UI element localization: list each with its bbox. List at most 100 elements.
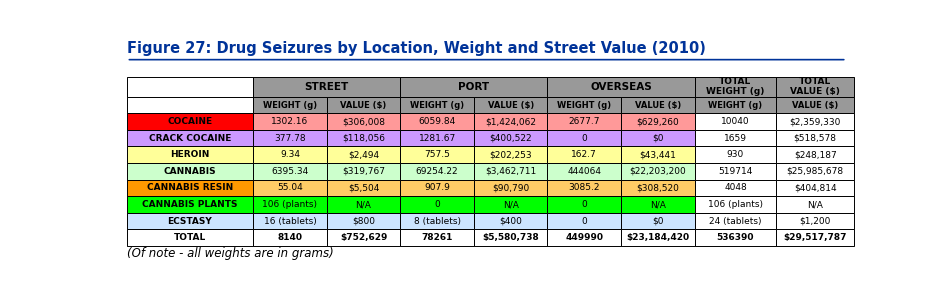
Text: 1281.67: 1281.67 <box>418 134 455 143</box>
Bar <box>776 77 853 97</box>
Text: $518,578: $518,578 <box>793 134 836 143</box>
Bar <box>253 97 327 113</box>
Text: $306,008: $306,008 <box>342 117 385 126</box>
Text: $308,520: $308,520 <box>636 184 679 192</box>
Bar <box>694 130 776 146</box>
Bar <box>776 163 853 180</box>
Bar <box>621 113 694 130</box>
Bar <box>473 180 546 196</box>
Bar <box>694 97 776 113</box>
Bar <box>776 130 853 146</box>
Text: 106 (plants): 106 (plants) <box>707 200 763 209</box>
Bar <box>473 130 546 146</box>
Bar <box>127 130 253 146</box>
Text: 6395.34: 6395.34 <box>271 167 308 176</box>
Bar <box>776 146 853 163</box>
Bar <box>621 180 694 196</box>
Text: STREET: STREET <box>305 82 348 92</box>
Bar <box>546 196 621 213</box>
Bar <box>776 113 853 130</box>
Bar <box>473 97 546 113</box>
Bar <box>400 113 473 130</box>
Text: $0: $0 <box>651 217 663 226</box>
Text: $752,629: $752,629 <box>340 233 387 242</box>
Text: $25,985,678: $25,985,678 <box>785 167 843 176</box>
Text: 106 (plants): 106 (plants) <box>262 200 317 209</box>
Text: 4048: 4048 <box>724 184 746 192</box>
Bar <box>694 180 776 196</box>
Bar <box>400 97 473 113</box>
Text: 3085.2: 3085.2 <box>568 184 600 192</box>
Text: WEIGHT (g): WEIGHT (g) <box>707 100 762 110</box>
Bar <box>327 163 400 180</box>
Text: $2,359,330: $2,359,330 <box>788 117 840 126</box>
Text: TOTAL
WEIGHT (g): TOTAL WEIGHT (g) <box>705 77 764 97</box>
Text: COCAINE: COCAINE <box>168 117 212 126</box>
Bar <box>253 180 327 196</box>
Text: $90,790: $90,790 <box>491 184 528 192</box>
Text: $202,253: $202,253 <box>489 150 531 159</box>
Bar <box>327 196 400 213</box>
Bar <box>621 97 694 113</box>
Bar <box>253 230 327 246</box>
Text: $248,187: $248,187 <box>793 150 836 159</box>
Text: $404,814: $404,814 <box>793 184 836 192</box>
Text: $22,203,200: $22,203,200 <box>628 167 685 176</box>
Bar <box>127 213 253 230</box>
Text: TOTAL: TOTAL <box>173 233 206 242</box>
Text: 0: 0 <box>434 200 440 209</box>
Bar <box>327 97 400 113</box>
Bar <box>621 213 694 230</box>
Text: 6059.84: 6059.84 <box>418 117 455 126</box>
Text: 9.34: 9.34 <box>280 150 300 159</box>
Text: 449990: 449990 <box>565 233 603 242</box>
Text: $1,200: $1,200 <box>799 217 830 226</box>
Text: WEIGHT (g): WEIGHT (g) <box>557 100 610 110</box>
Bar <box>473 230 546 246</box>
Text: 1302.16: 1302.16 <box>271 117 308 126</box>
Bar <box>327 130 400 146</box>
Text: CRACK COCAINE: CRACK COCAINE <box>149 134 230 143</box>
Bar <box>694 163 776 180</box>
Bar <box>253 213 327 230</box>
Text: 0: 0 <box>581 134 586 143</box>
Bar <box>400 230 473 246</box>
Text: CANNABIS PLANTS: CANNABIS PLANTS <box>142 200 237 209</box>
Bar <box>776 196 853 213</box>
Bar <box>473 146 546 163</box>
Text: ECSTASY: ECSTASY <box>168 217 212 226</box>
Bar <box>400 130 473 146</box>
Text: 519714: 519714 <box>718 167 752 176</box>
Text: 10040: 10040 <box>721 117 749 126</box>
Bar <box>253 77 400 97</box>
Text: $319,767: $319,767 <box>342 167 385 176</box>
Bar <box>253 196 327 213</box>
Bar <box>473 213 546 230</box>
Text: WEIGHT (g): WEIGHT (g) <box>263 100 317 110</box>
Text: N/A: N/A <box>355 200 371 209</box>
Bar <box>776 180 853 196</box>
Text: TOTAL
VALUE ($): TOTAL VALUE ($) <box>789 77 840 97</box>
Text: 907.9: 907.9 <box>424 184 449 192</box>
Bar <box>546 163 621 180</box>
Bar <box>253 163 327 180</box>
Bar <box>127 180 253 196</box>
Bar <box>400 180 473 196</box>
Text: 377.78: 377.78 <box>274 134 306 143</box>
Text: 1659: 1659 <box>724 134 746 143</box>
Bar <box>127 77 253 97</box>
Bar <box>546 113 621 130</box>
Text: 162.7: 162.7 <box>571 150 597 159</box>
Bar <box>621 163 694 180</box>
Bar <box>621 230 694 246</box>
Bar <box>546 97 621 113</box>
Bar <box>473 196 546 213</box>
Bar <box>127 230 253 246</box>
Text: OVERSEAS: OVERSEAS <box>589 82 651 92</box>
Text: 2677.7: 2677.7 <box>568 117 600 126</box>
Bar <box>621 130 694 146</box>
Text: 24 (tablets): 24 (tablets) <box>708 217 761 226</box>
Text: VALUE ($): VALUE ($) <box>634 100 681 110</box>
Bar <box>127 146 253 163</box>
Bar <box>694 213 776 230</box>
